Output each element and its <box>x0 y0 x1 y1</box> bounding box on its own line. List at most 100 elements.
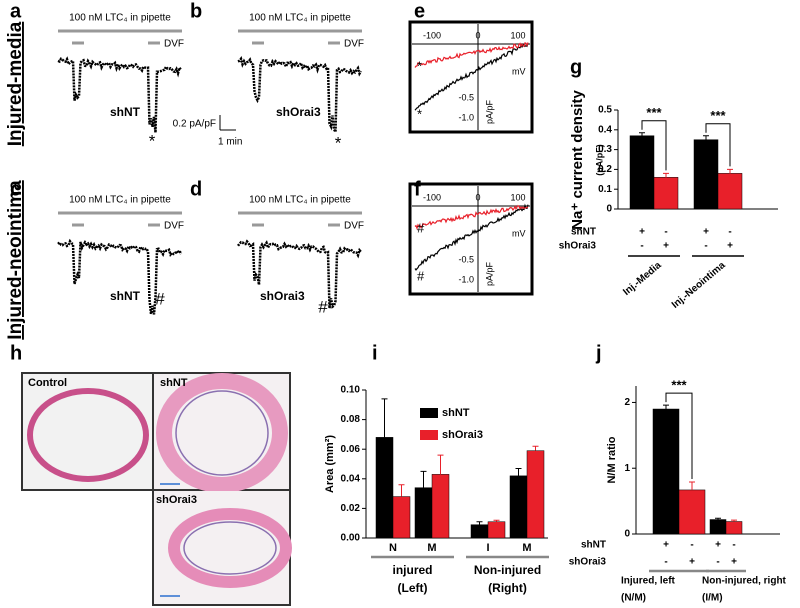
y-axis-unit: (pA/pF) <box>594 144 604 176</box>
vessel-section <box>168 508 292 588</box>
current-trace <box>237 56 363 137</box>
y-tick-label: 0.2 <box>598 164 612 175</box>
y-tick-label: 0 <box>624 529 630 540</box>
significance-bracket <box>641 120 667 171</box>
significance-label: *** <box>671 378 687 393</box>
panel-letter: f <box>414 178 421 200</box>
condition-sign: + <box>703 227 709 238</box>
iv-x-unit: mV <box>512 66 526 76</box>
iv-x-tick-label: 100 <box>510 30 525 40</box>
condition-sign: + <box>731 557 737 568</box>
current-trace <box>57 56 183 133</box>
x-category-label: Non-injured, right <box>702 576 787 587</box>
panel-letter: d <box>190 178 202 200</box>
group-sublabel: (Left) <box>398 581 428 595</box>
row-label: Injured-media <box>5 21 26 146</box>
legend-label: shNT <box>442 407 470 419</box>
iv-y-tick-label: -1.0 <box>458 274 474 284</box>
y-tick-label: 0.5 <box>598 105 612 116</box>
condition-row-label: shNT <box>571 227 596 238</box>
bar <box>653 177 679 210</box>
error-bar <box>437 454 444 475</box>
trace-marker: * <box>149 131 156 150</box>
condition-sign: - <box>716 557 719 568</box>
error-bar <box>715 517 721 520</box>
panel-letter: j <box>595 342 602 364</box>
error-bar <box>727 168 733 174</box>
pipette-label: 100 nM LTC₄ in pipette <box>69 13 171 24</box>
error-bar <box>515 467 522 476</box>
trace-marker: # <box>318 297 328 316</box>
bar <box>375 437 394 539</box>
iv-curve <box>414 203 529 271</box>
condition-sign: + <box>663 540 669 551</box>
drug-label: DVF <box>164 39 184 50</box>
row-label: Injured-neointima <box>5 180 26 340</box>
iv-marker: * <box>417 106 422 121</box>
condition-sign: + <box>689 557 695 568</box>
error-bar <box>689 481 695 490</box>
group-sublabel: (Right) <box>488 581 527 595</box>
bar <box>629 135 655 210</box>
histology-label: shOrai3 <box>156 494 197 506</box>
condition-label: shNT <box>110 289 141 303</box>
iv-curve <box>414 43 529 111</box>
scale-label: 0.2 pA/pF <box>173 119 216 130</box>
trace-marker: * <box>335 133 342 152</box>
condition-sign: - <box>704 241 707 252</box>
scale-bar <box>219 115 236 131</box>
error-bar <box>663 404 669 410</box>
condition-label: shOrai3 <box>276 105 321 119</box>
bar <box>392 496 411 539</box>
iv-marker: # <box>417 268 425 283</box>
significance-label: *** <box>710 108 726 123</box>
iv-y-tick-label: -0.5 <box>458 92 474 102</box>
vessel-section <box>183 521 277 575</box>
iv-y-unit: pA/pF <box>484 261 494 286</box>
iv-curve <box>414 204 529 231</box>
y-tick-label: 0.4 <box>598 124 612 135</box>
error-bar <box>731 519 737 522</box>
vessel-section <box>156 373 288 493</box>
condition-sign: - <box>732 540 735 551</box>
error-bar <box>532 445 539 451</box>
iv-frame <box>408 20 534 134</box>
iv-x-unit: mV <box>512 228 526 238</box>
panel-letter: g <box>570 56 582 78</box>
iv-marker: # <box>417 220 425 235</box>
bar <box>431 474 450 539</box>
group-label: Non-injured <box>474 563 541 577</box>
significance-bracket <box>705 123 731 167</box>
condition-label: shNT <box>110 105 141 119</box>
error-bar <box>476 521 483 525</box>
x-category-label: Injured, left <box>621 576 676 587</box>
y-tick-label: 0.04 <box>341 473 361 484</box>
trace-marker: # <box>155 289 165 308</box>
iv-marker: * <box>417 58 422 73</box>
condition-sign: - <box>664 227 667 238</box>
iv-y-unit: pA/pF <box>484 99 494 124</box>
group-label: injured <box>392 563 432 577</box>
bar <box>526 450 545 539</box>
condition-sign: - <box>690 540 693 551</box>
bar <box>678 489 706 535</box>
bar <box>725 521 743 535</box>
x-category-label: N <box>389 542 397 554</box>
panel-letter: h <box>10 342 22 364</box>
vessel-section <box>175 390 269 476</box>
y-tick-label: 1 <box>624 463 630 474</box>
bar <box>487 521 506 539</box>
legend-label: shOrai3 <box>442 429 483 441</box>
iv-curve <box>414 42 529 68</box>
pipette-label: 100 nM LTC₄ in pipette <box>249 195 351 206</box>
condition-sign: + <box>715 540 721 551</box>
y-tick-label: 0.00 <box>341 533 361 544</box>
bar <box>414 487 433 539</box>
significance-label: *** <box>646 105 662 120</box>
x-category-sublabel: (I/M) <box>702 593 723 604</box>
y-tick-label: 0.02 <box>341 503 361 514</box>
iv-x-tick-label: -100 <box>423 30 441 40</box>
significance-bracket <box>665 392 693 480</box>
y-tick-label: 0.08 <box>341 414 361 425</box>
